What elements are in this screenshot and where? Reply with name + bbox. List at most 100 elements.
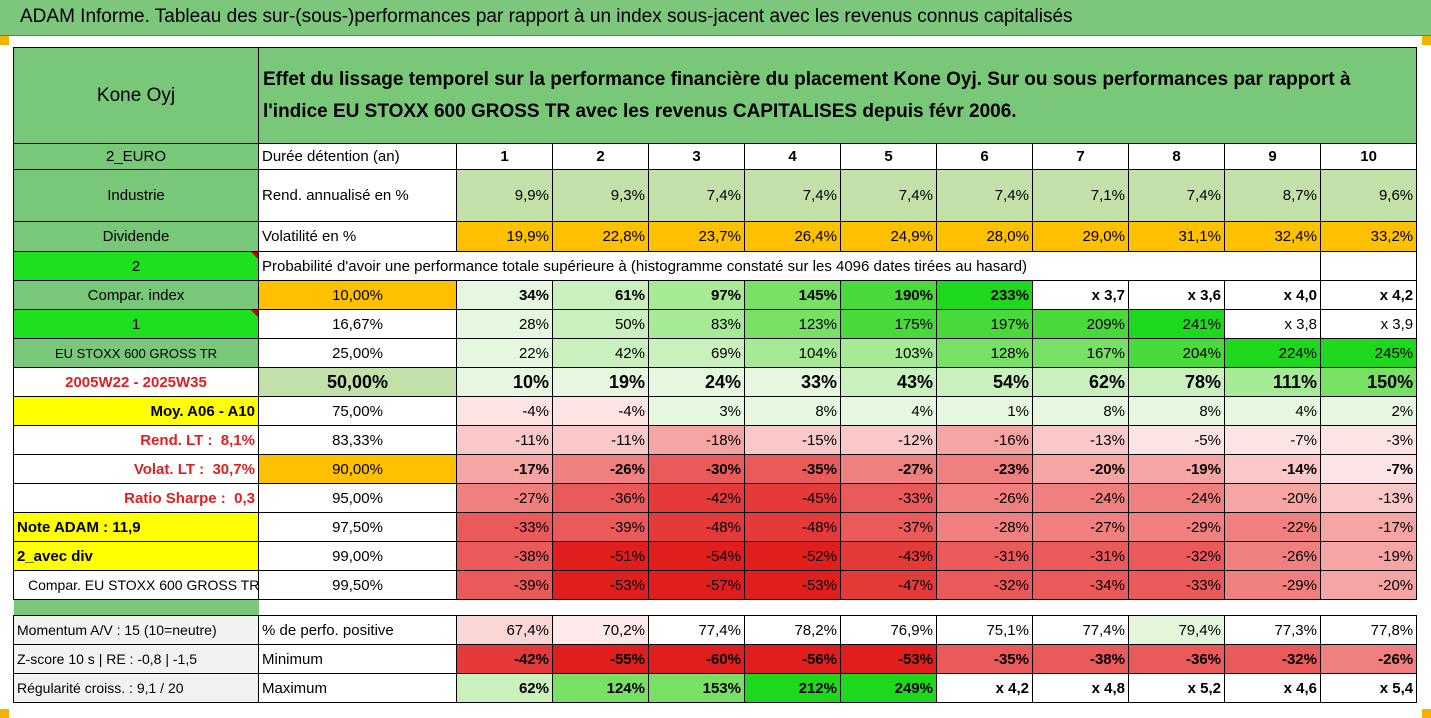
volatility-label: Volatilité en %: [258, 221, 457, 252]
probability-threshold: 16,67%: [258, 309, 457, 339]
volatility-cell: 33,2%: [1319, 221, 1418, 252]
year-header: 2: [552, 143, 649, 170]
probability-cell: -4%: [552, 396, 649, 426]
probability-cell: -35%: [744, 454, 841, 484]
probability-cell: -7%: [1224, 425, 1321, 455]
probability-cell: 175%: [840, 309, 937, 339]
probability-cell: -37%: [840, 512, 937, 542]
probability-cell: -34%: [1032, 570, 1129, 600]
probability-threshold: 25,00%: [258, 338, 457, 368]
probability-cell: 2%: [1319, 396, 1418, 426]
probability-threshold: 75,00%: [258, 396, 457, 426]
return-cell: 9,3%: [552, 169, 649, 222]
probability-cell: -3%: [1319, 425, 1418, 455]
probability-row: 2_avec div 99,00% -38% -51% -54% -52% -43% -31%…: [13, 541, 1418, 571]
probability-cell: x 4,2: [1319, 280, 1418, 310]
probability-cell: -39%: [552, 512, 649, 542]
sharpe-ratio-value: 0,3: [234, 489, 255, 507]
long-term-volatility-label: Volat. LT :: [133, 460, 205, 478]
probability-cell: -38%: [456, 541, 553, 571]
probability-cell: 28%: [456, 309, 553, 339]
probability-cell: 209%: [1032, 309, 1129, 339]
probability-cell: -27%: [456, 483, 553, 513]
probability-cell: 103%: [840, 338, 937, 368]
positive-performance-cell: 77,8%: [1319, 615, 1418, 645]
probability-cell: 1%: [936, 396, 1033, 426]
period-label: 2005W22 - 2025W35: [13, 367, 259, 397]
return-cell: 7,4%: [648, 169, 745, 222]
probability-cell: -47%: [840, 570, 937, 600]
minimum-row: Z-score 10 s | RE : -0,8 | -1,5 Minimum -4…: [13, 644, 1418, 674]
positive-performance-cell: 78,2%: [744, 615, 841, 645]
momentum-label: Momentum A/V : 15 (10=neutre): [13, 615, 259, 645]
probability-cell: 123%: [744, 309, 841, 339]
minimum-cell: -42%: [456, 644, 553, 674]
maximum-cell: 62%: [456, 673, 553, 703]
volatility-cell: 26,4%: [744, 221, 841, 252]
probability-cell: -17%: [1319, 512, 1418, 542]
minimum-cell: -60%: [648, 644, 745, 674]
probability-cell: -16%: [936, 425, 1033, 455]
regularity-label: Régularité croiss. : 9,1 / 20: [13, 673, 259, 703]
return-row: Industrie Rend. annualisé en % 9,9% 9,3%…: [13, 169, 1418, 222]
year-header: 8: [1128, 143, 1225, 170]
probability-cell: -11%: [552, 425, 649, 455]
probability-cell: -23%: [936, 454, 1033, 484]
probability-cell: x 3,7: [1032, 280, 1129, 310]
probability-cell: -57%: [648, 570, 745, 600]
return-cell: 7,4%: [1128, 169, 1225, 222]
probability-cell: 104%: [744, 338, 841, 368]
probability-threshold: 90,00%: [258, 454, 457, 484]
probability-cell: -7%: [1319, 454, 1418, 484]
return-cell: 9,9%: [456, 169, 553, 222]
return-cell: 7,4%: [936, 169, 1033, 222]
volatility-cell: 31,1%: [1128, 221, 1225, 252]
year-header: 3: [648, 143, 745, 170]
probability-cell: -31%: [1032, 541, 1129, 571]
probability-cell: 190%: [840, 280, 937, 310]
maximum-row: Régularité croiss. : 9,1 / 20 Maximum 62% 1…: [13, 673, 1418, 703]
minimum-cell: -53%: [840, 644, 937, 674]
report-title-bar: ADAM Informe. Tableau des sur-(sous-)per…: [0, 0, 1431, 36]
probability-cell: -13%: [1319, 483, 1418, 513]
probability-cell: 224%: [1224, 338, 1321, 368]
probability-cell: 3%: [648, 396, 745, 426]
maximum-label: Maximum: [258, 673, 457, 703]
year-header: 5: [840, 143, 937, 170]
probability-cell: 145%: [744, 280, 841, 310]
probability-row: Rend. LT : 8,1% 83,33% -11% -11% -18% -15% -12…: [13, 425, 1418, 455]
probability-row: Ratio Sharpe : 0,3 95,00% -27% -36% -42% -45%…: [13, 483, 1418, 513]
probability-cell: 8%: [744, 396, 841, 426]
probability-threshold: 95,00%: [258, 483, 457, 513]
probability-cell: x 3,9: [1319, 309, 1418, 339]
probability-cell: 167%: [1032, 338, 1129, 368]
volatility-cell: 24,9%: [840, 221, 937, 252]
probability-cell: -20%: [1032, 454, 1129, 484]
positive-performance-cell: 67,4%: [456, 615, 553, 645]
positive-performance-cell: 77,4%: [648, 615, 745, 645]
probability-cell: 43%: [840, 367, 937, 397]
minimum-cell: -55%: [552, 644, 649, 674]
positive-performance-label: % de perfo. positive: [258, 615, 457, 645]
dividend-label: Dividende: [13, 221, 259, 252]
probability-cell: 50%: [552, 309, 649, 339]
probability-cell: 24%: [648, 367, 745, 397]
probability-cell: -48%: [648, 512, 745, 542]
return-cell: 7,1%: [1032, 169, 1129, 222]
probability-cell: 83%: [648, 309, 745, 339]
probability-cell: -4%: [456, 396, 553, 426]
probability-cell: -39%: [456, 570, 553, 600]
header-description: Effet du lissage temporel sur la perform…: [257, 47, 1418, 144]
maximum-cell: 212%: [744, 673, 841, 703]
probability-row: Compar. index 10,00% 34% 61% 97% 145% 190% 233%…: [13, 280, 1418, 310]
maximum-cell: 249%: [840, 673, 937, 703]
probability-cell: x 3,6: [1128, 280, 1225, 310]
probability-cell: -12%: [840, 425, 937, 455]
summary-rows: Momentum A/V : 15 (10=neutre)% de perfo.…: [13, 615, 1418, 703]
probability-cell: -13%: [1032, 425, 1129, 455]
maximum-cell: 124%: [552, 673, 649, 703]
probability-cell: -36%: [552, 483, 649, 513]
compare-eu-label: Compar. EU STOXX 600 GROSS TR: [13, 570, 259, 600]
probability-cell: -15%: [744, 425, 841, 455]
volatility-cell: 28,0%: [936, 221, 1033, 252]
